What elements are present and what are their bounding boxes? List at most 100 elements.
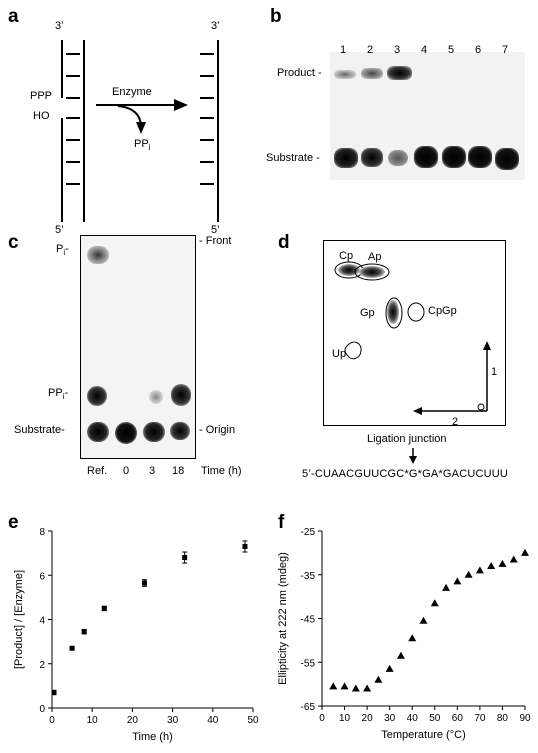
x-tick-label-4: 40: [207, 715, 219, 726]
rna-sequence: 5’-CUAACGUUCGC*G*GA*GACUCUUU: [302, 468, 509, 480]
gel-lane-7: 7: [502, 44, 509, 56]
gp-spot: [387, 300, 399, 324]
data-point-6: [396, 651, 405, 659]
up-outline: [344, 341, 362, 360]
y-tick-label-4: 8: [39, 527, 45, 538]
junction-arrow: [409, 448, 417, 464]
tlc-plate: [80, 235, 196, 459]
gel-lane-2: 2: [367, 44, 374, 56]
gp-outline: [385, 297, 403, 329]
cpgp-label: CpGp: [428, 305, 457, 317]
substrate-band-lane-7: [495, 148, 519, 170]
y-tick-label-2: -45: [301, 615, 316, 626]
dim1-label: 1: [491, 366, 498, 378]
ppi-tlc-label: PPi-: [48, 387, 69, 402]
pi-label: Pi-: [56, 243, 69, 258]
substrate-band-lane-4: [414, 146, 438, 168]
ppi-label: PPi: [134, 138, 151, 153]
data-point-4: [374, 675, 383, 683]
cp-spot: [338, 264, 360, 276]
x-tick-label-8: 80: [497, 713, 509, 724]
gel-lane-4: 4: [421, 44, 428, 56]
front-label: - Front: [199, 235, 232, 247]
data-point-14: [487, 562, 496, 569]
data-point-0: [51, 690, 57, 696]
x-tick-label-9: 90: [519, 713, 531, 724]
tlc-lane-3: 3: [149, 465, 156, 477]
cp-label: Cp: [339, 250, 354, 262]
data-point-1: [340, 682, 349, 690]
x-tick-label-5: 50: [429, 713, 441, 724]
tlc-lane-ref: Ref.: [87, 465, 108, 477]
gel-lane-1: 1: [340, 44, 347, 56]
y-tick-label-2: 4: [39, 616, 45, 627]
x-tick-label-5: 50: [247, 715, 259, 726]
data-point-11: [453, 577, 462, 585]
pi-spot-ref: [87, 246, 109, 264]
data-point-7: [408, 634, 417, 642]
y-tick-label-4: -65: [301, 702, 316, 713]
y-axis-label: Ellipticity at 222 nm (mdeg): [277, 552, 289, 685]
ligation-junction-label: Ligation junction: [367, 433, 447, 445]
x-tick-label-7: 70: [474, 713, 486, 724]
data-point-10: [442, 583, 451, 591]
data-point-17: [521, 548, 529, 556]
x-tick-label-3: 30: [384, 713, 396, 724]
substrate-band-lane-6: [468, 146, 492, 168]
y-tick-label-0: -25: [301, 527, 316, 538]
ppp-label: PPP: [30, 90, 53, 102]
panel-a-diagram: [61, 40, 219, 222]
panel-b-label: b: [270, 6, 282, 27]
data-point-13: [475, 566, 484, 574]
data-point-16: [509, 555, 518, 563]
y-tick-label-3: -55: [301, 658, 316, 669]
right-5prime-label: 5’: [211, 224, 220, 236]
gel-lane-6: 6: [475, 44, 482, 56]
data-point-5: [182, 555, 188, 561]
ap-outline: [354, 263, 390, 281]
gel-image: [330, 52, 525, 180]
reaction-arrowhead: [174, 99, 188, 111]
x-tick-label-1: 10: [87, 715, 99, 726]
dim2-label: 2: [452, 416, 459, 428]
substrate-band-lane-1: [334, 148, 358, 168]
gp-label: Gp: [360, 307, 375, 319]
chart-f: 0 10 20 30 40 50 60 70 80 90 -25 -35 -45 -55 -65 Temper…: [277, 527, 531, 741]
x-tick-label-3: 30: [167, 715, 179, 726]
right-base-pairs: [200, 53, 214, 185]
data-point-2: [351, 684, 360, 692]
dim2-arrowhead: [413, 407, 422, 415]
product-band-lane-1: [334, 70, 356, 79]
substrate-band-lane-5: [442, 146, 466, 168]
substrate-band-lane-3: [388, 150, 408, 166]
x-tick-label-2: 20: [127, 715, 139, 726]
tlc-lane-0: 0: [123, 465, 130, 477]
data-point-8: [419, 616, 428, 624]
dim1-arrowhead: [483, 341, 491, 350]
x-tick-label-0: 0: [49, 715, 55, 726]
substrate-spot-ref: [87, 422, 109, 442]
product-band-lane-2: [361, 68, 383, 79]
origin-label: - Origin: [199, 424, 236, 436]
panel-e-label: e: [8, 512, 19, 533]
substrate-spot-18h: [170, 422, 190, 440]
data-point-4: [141, 580, 147, 586]
right-3prime-label: 3’: [211, 20, 220, 32]
substrate-label: Substrate -: [266, 152, 320, 164]
y-tick-label-3: 6: [39, 571, 45, 582]
panel-c-label: c: [8, 232, 19, 253]
gel-lane-5: 5: [448, 44, 455, 56]
x-tick-label-1: 10: [339, 713, 351, 724]
data-point-0: [329, 682, 338, 690]
x-axis-label: Time (h): [132, 731, 173, 743]
data-point-1: [69, 645, 75, 651]
fingerprint-spots: [334, 261, 491, 415]
x-tick-label-6: 60: [452, 713, 464, 724]
x-tick-label-2: 20: [362, 713, 374, 724]
panel-d-label: d: [278, 232, 290, 253]
substrate-spot-3h: [143, 422, 165, 442]
ap-spot: [359, 266, 385, 278]
data-point-12: [464, 570, 473, 578]
data-point-3: [101, 605, 107, 611]
fingerprint-plate: [323, 240, 506, 426]
